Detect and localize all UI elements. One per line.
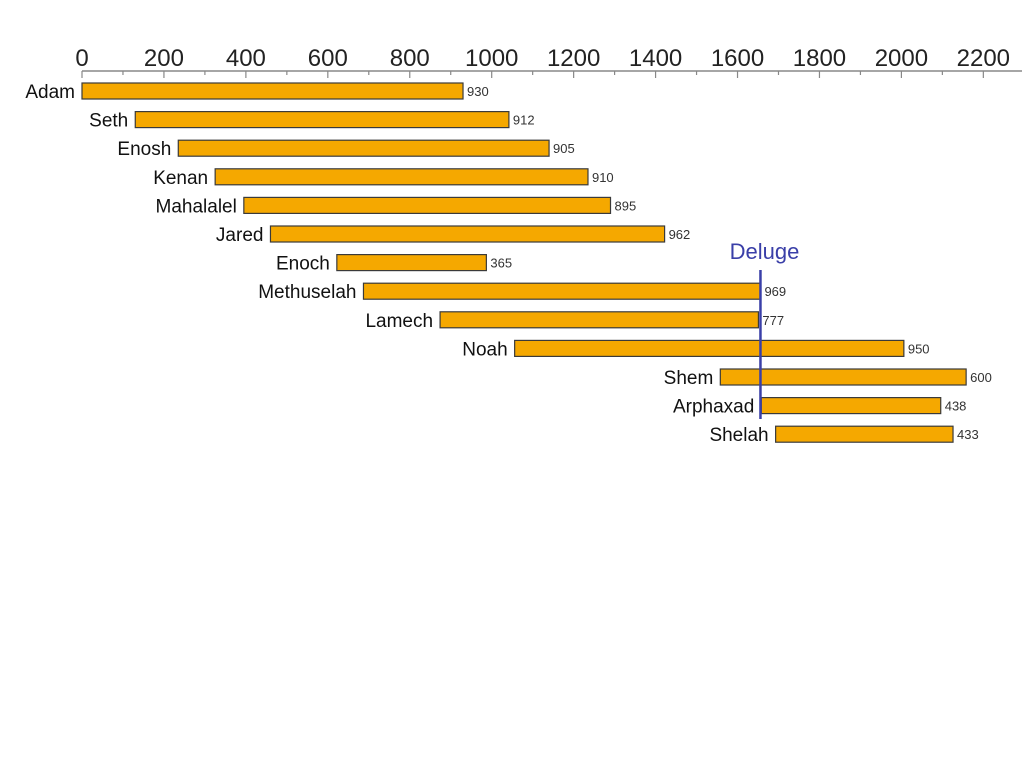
row-label-enoch: Enoch xyxy=(276,254,330,275)
value-label-methuselah: 969 xyxy=(764,284,786,299)
row-kenan: Kenan 910 xyxy=(153,168,613,189)
row-jared: Jared 962 xyxy=(216,225,690,246)
value-label-jared: 962 xyxy=(669,227,691,242)
row-methuselah: Methuselah 969 xyxy=(258,282,786,303)
value-label-kenan: 910 xyxy=(592,170,614,185)
bar-mahalalel xyxy=(243,196,612,214)
x-tick-label-1800: 1800 xyxy=(793,45,846,72)
row-lamech: Lamech 777 xyxy=(365,311,784,332)
bar-lamech xyxy=(439,311,760,329)
x-tick-label-1000: 1000 xyxy=(465,45,518,72)
value-label-shelah: 433 xyxy=(957,427,979,442)
bars: Adam 930 Seth 912 Enosh 905 Kenan 910 Mahalalel 8… xyxy=(25,82,991,446)
bar-adam xyxy=(81,82,464,100)
row-arphaxad: Arphaxad 438 xyxy=(673,397,966,418)
x-tick-label-1600: 1600 xyxy=(711,45,764,72)
x-tick-label-600: 600 xyxy=(308,45,348,72)
value-label-mahalalel: 895 xyxy=(615,198,637,213)
row-enoch: Enoch 365 xyxy=(276,254,512,275)
x-axis: 0 200 400 600 800 1000 1200 1400 1600 1800 2000 220… xyxy=(75,45,1022,78)
x-tick-label-1400: 1400 xyxy=(629,45,682,72)
value-label-arphaxad: 438 xyxy=(945,399,967,414)
bar-seth xyxy=(134,110,510,129)
x-tick-label-200: 200 xyxy=(144,45,184,72)
row-label-seth: Seth xyxy=(89,111,128,132)
row-label-enosh: Enosh xyxy=(117,139,171,160)
row-noah: Noah 950 xyxy=(462,339,929,360)
row-label-shelah: Shelah xyxy=(709,425,768,446)
x-tick-label-2000: 2000 xyxy=(875,45,928,72)
row-mahalalel: Mahalalel 895 xyxy=(156,196,637,217)
row-shelah: Shelah 433 xyxy=(709,425,978,446)
value-label-seth: 912 xyxy=(513,113,535,128)
x-tick-label-400: 400 xyxy=(226,45,266,72)
row-label-jared: Jared xyxy=(216,225,264,246)
bar-arphaxad xyxy=(760,397,942,415)
row-seth: Seth 912 xyxy=(89,111,534,132)
bar-shelah xyxy=(775,425,954,443)
bar-jared xyxy=(269,225,666,243)
bar-enoch xyxy=(336,254,487,272)
value-label-noah: 950 xyxy=(908,341,930,356)
bar-methuselah xyxy=(362,282,762,300)
row-label-methuselah: Methuselah xyxy=(258,282,356,303)
annotation-label-deluge: Deluge xyxy=(730,239,800,264)
x-tick-label-1200: 1200 xyxy=(547,45,600,72)
row-label-kenan: Kenan xyxy=(153,168,208,189)
row-enosh: Enosh 905 xyxy=(117,139,574,160)
row-adam: Adam 930 xyxy=(25,82,488,103)
value-label-enosh: 905 xyxy=(553,141,575,156)
value-label-lamech: 777 xyxy=(762,313,784,328)
row-label-mahalalel: Mahalalel xyxy=(156,196,237,217)
bar-enosh xyxy=(177,139,550,157)
row-label-adam: Adam xyxy=(25,82,75,103)
row-label-lamech: Lamech xyxy=(365,311,433,332)
bar-shem xyxy=(719,368,967,386)
annotations: Deluge xyxy=(730,239,800,419)
value-label-adam: 930 xyxy=(467,84,489,99)
row-label-arphaxad: Arphaxad xyxy=(673,397,754,418)
value-label-enoch: 365 xyxy=(490,256,512,271)
bar-noah xyxy=(514,339,905,357)
value-label-shem: 600 xyxy=(970,370,992,385)
bar-kenan xyxy=(214,168,589,186)
row-shem: Shem 600 xyxy=(664,368,992,389)
row-label-noah: Noah xyxy=(462,339,507,360)
x-tick-label-800: 800 xyxy=(390,45,430,72)
x-tick-label-2200: 2200 xyxy=(957,45,1010,72)
x-tick-label-0: 0 xyxy=(75,45,88,72)
row-label-shem: Shem xyxy=(664,368,714,389)
